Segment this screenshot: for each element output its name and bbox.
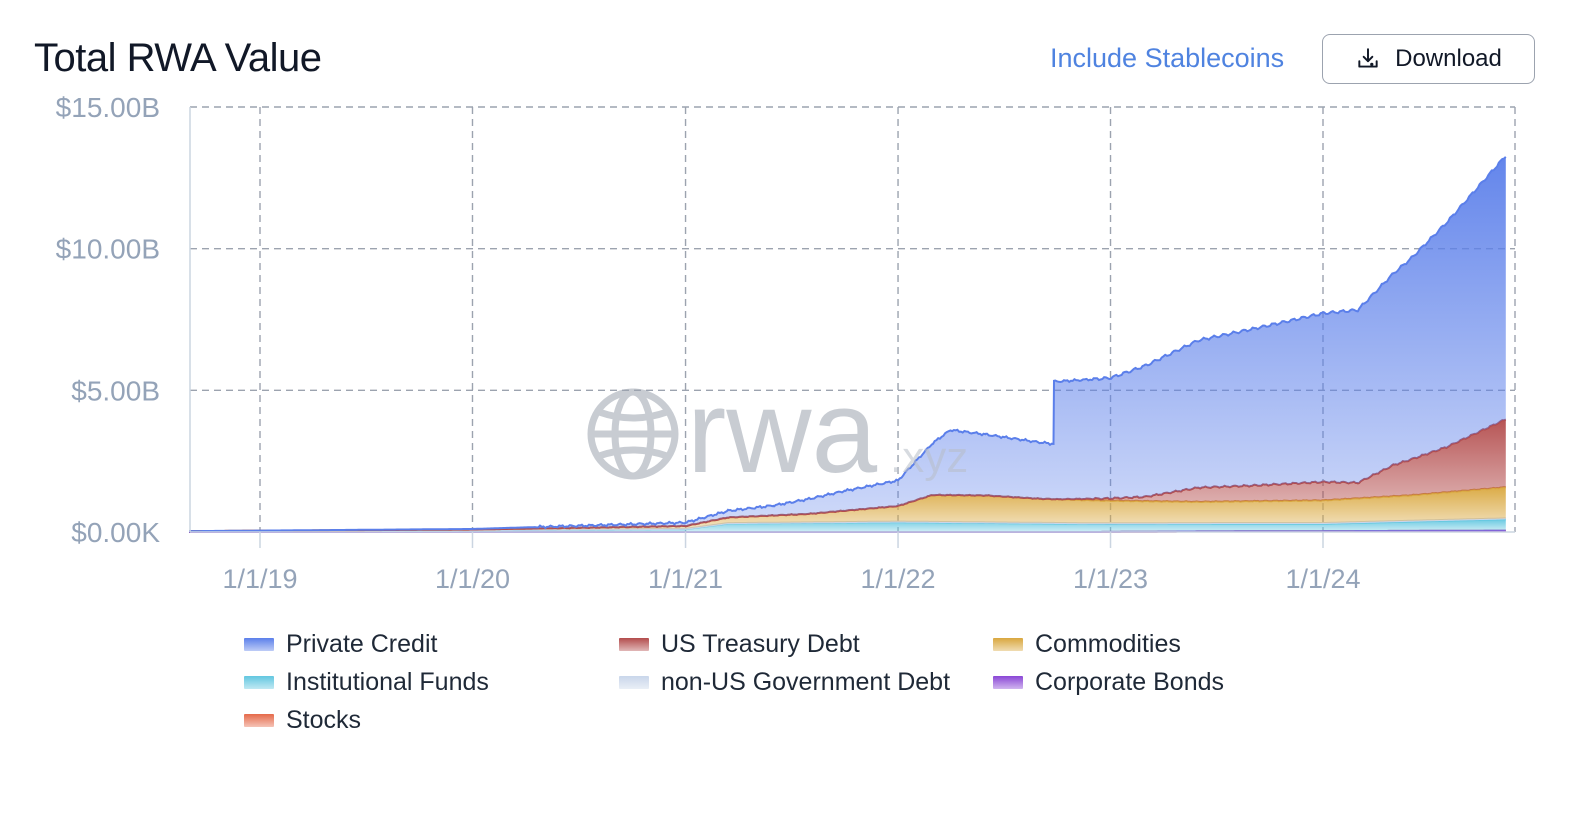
watermark-suffix: .xyz <box>890 433 968 482</box>
legend-item[interactable]: non-US Government Debt <box>619 668 950 697</box>
legend-item[interactable]: Stocks <box>244 706 361 735</box>
legend-label: non-US Government Debt <box>661 668 951 696</box>
area-private-credit[interactable] <box>189 156 1506 532</box>
chart-area: $0.00K $5.00B $10.00B $15.00B 1/1/19 1/1/20 1/… <box>56 92 1516 594</box>
x-tick-label: 1/1/21 <box>648 564 723 594</box>
x-tick-label: 1/1/22 <box>860 564 935 594</box>
include-stablecoins-toggle[interactable]: Include Stablecoins <box>1050 43 1285 73</box>
legend-item[interactable]: Institutional Funds <box>244 668 489 697</box>
legend-swatch <box>619 676 649 689</box>
legend-label: Corporate Bonds <box>1035 668 1225 696</box>
legend-swatch <box>244 676 274 689</box>
legend-label: Private Credit <box>286 630 438 658</box>
legend-label: Commodities <box>1035 630 1181 658</box>
y-tick-label: $5.00B <box>71 375 160 406</box>
download-label: Download <box>1395 45 1502 72</box>
legend-item[interactable]: Corporate Bonds <box>993 668 1224 697</box>
legend-swatch <box>619 638 649 651</box>
legend-swatch <box>244 638 274 651</box>
legend-label: Stocks <box>286 706 362 734</box>
legend-item[interactable]: Private Credit <box>244 630 437 659</box>
x-tick-label: 1/1/19 <box>222 564 297 594</box>
download-button[interactable]: Download <box>1322 34 1535 84</box>
legend-swatch <box>244 714 274 727</box>
chart-title: Total RWA Value <box>34 36 322 80</box>
line-private-credit <box>189 156 1507 533</box>
legend-label: Institutional Funds <box>286 668 489 696</box>
legend-swatch <box>993 676 1023 689</box>
legend-swatch <box>993 638 1023 651</box>
legend-label: US Treasury Debt <box>661 630 860 658</box>
y-tick-label: $0.00K <box>71 517 160 548</box>
legend-item[interactable]: Commodities <box>993 630 1181 659</box>
x-tick-label: 1/1/23 <box>1073 564 1148 594</box>
download-tray-icon <box>1355 46 1381 72</box>
x-tick-label: 1/1/24 <box>1285 564 1360 594</box>
y-tick-label: $10.00B <box>56 234 160 265</box>
watermark-text: rwa <box>687 372 878 492</box>
area-commodities[interactable] <box>189 487 1506 532</box>
rwa-watermark: rwa .xyz <box>585 366 995 498</box>
chart-axes: $0.00K $5.00B $10.00B $15.00B 1/1/19 1/1/20 1/… <box>56 92 1515 594</box>
legend-item[interactable]: US Treasury Debt <box>619 630 860 659</box>
globe-icon <box>587 388 679 480</box>
area-institutional-funds[interactable] <box>189 519 1506 532</box>
x-tick-label: 1/1/20 <box>435 564 510 594</box>
y-tick-label: $15.00B <box>56 92 160 123</box>
